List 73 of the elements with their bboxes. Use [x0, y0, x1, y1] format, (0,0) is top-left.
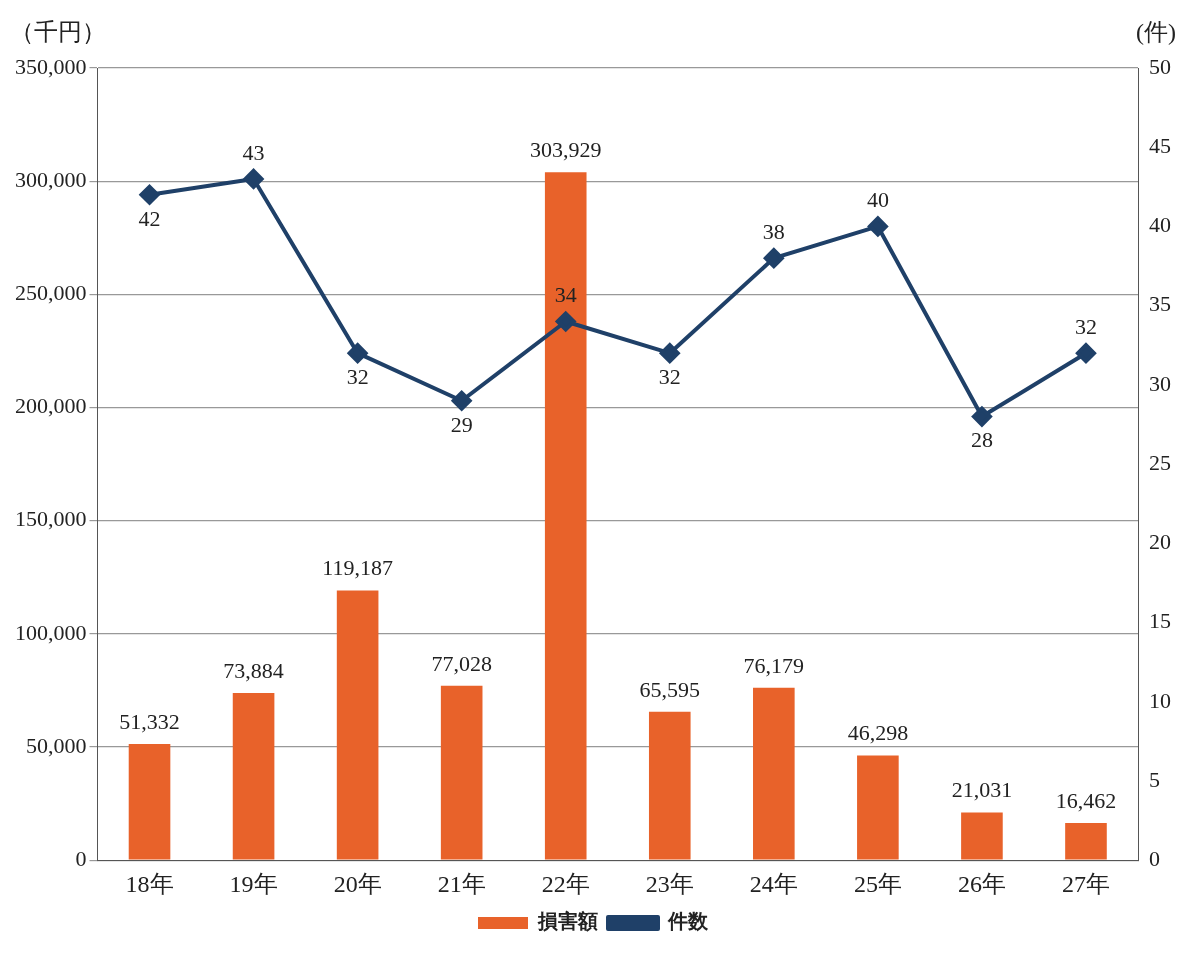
bar	[336, 590, 379, 860]
x-tick-label: 27年	[1061, 870, 1110, 897]
data-label: 32	[658, 363, 681, 389]
y-tick-label: 350,000	[15, 53, 87, 79]
x-tick-label: 22年	[541, 870, 590, 897]
point	[347, 343, 368, 364]
x-tick-label: 25年	[853, 870, 902, 897]
bar	[128, 744, 171, 860]
data-label: 42	[138, 205, 161, 231]
data-label: 119,187	[322, 555, 393, 581]
data-label: 21,031	[951, 777, 1013, 803]
data-label: 38	[762, 218, 785, 244]
y-tick-label: 150,000	[15, 506, 87, 532]
data-label: 303,929	[529, 137, 602, 163]
x-tick-label: 18年	[125, 870, 174, 897]
bar	[1065, 822, 1107, 860]
data-label: 40	[866, 187, 889, 213]
y2-tick-label: 5	[1149, 766, 1160, 792]
data-label: 76,179	[743, 652, 805, 678]
data-label: 32	[346, 363, 369, 389]
y-tick-label: 300,000	[15, 166, 87, 192]
y-tick-label: 50,000	[26, 732, 87, 758]
bar	[440, 685, 483, 860]
bar	[961, 812, 1003, 860]
y2-axis-title: (件)	[1136, 19, 1176, 46]
bar	[648, 711, 691, 860]
y2-tick-label: 20	[1149, 529, 1171, 555]
y2-tick-label: 15	[1149, 608, 1171, 634]
data-label: 51,332	[119, 708, 180, 734]
bar	[753, 687, 795, 860]
y-axis-title: （千円）	[10, 19, 106, 46]
y-tick-label: 250,000	[15, 280, 87, 306]
y2-tick-label: 35	[1149, 291, 1171, 317]
x-tick-label: 21年	[437, 870, 486, 897]
y2-tick-label: 30	[1149, 370, 1171, 396]
x-tick-label: 20年	[333, 870, 382, 897]
point	[243, 168, 264, 189]
point	[971, 406, 992, 427]
y-tick-label: 200,000	[15, 393, 87, 419]
y2-tick-label: 0	[1149, 845, 1160, 871]
y-tick-label: 100,000	[15, 619, 87, 645]
y2-tick-label: 50	[1149, 53, 1171, 79]
data-label: 77,028	[431, 650, 492, 676]
bar	[544, 172, 587, 860]
x-tick-label: 24年	[749, 870, 798, 897]
x-tick-label: 23年	[645, 870, 694, 897]
point	[1075, 343, 1096, 364]
data-label: 46,298	[847, 720, 909, 746]
legend-label: 損害額	[537, 909, 598, 934]
x-tick-label: 26年	[957, 870, 1006, 897]
point	[659, 343, 680, 364]
data-label: 43	[242, 139, 265, 165]
bar	[857, 755, 899, 860]
y2-tick-label: 45	[1149, 133, 1171, 158]
data-label: 65,595	[639, 676, 701, 702]
point	[763, 248, 784, 269]
x-tick-label: 19年	[229, 870, 278, 897]
y-tick-label: 0	[75, 845, 87, 871]
data-label: 28	[970, 427, 993, 453]
point	[867, 216, 888, 237]
legend-label: 件数	[667, 909, 709, 934]
data-label: 73,884	[223, 657, 284, 683]
data-label: 34	[554, 282, 577, 308]
y2-tick-label: 10	[1149, 687, 1171, 713]
point	[555, 311, 576, 332]
point	[451, 390, 472, 411]
data-label: 29	[450, 411, 473, 437]
data-label: 16,462	[1055, 787, 1117, 813]
data-label: 32	[1074, 313, 1097, 339]
point	[139, 184, 160, 205]
y2-tick-label: 25	[1149, 449, 1171, 475]
bar	[232, 692, 275, 860]
y2-tick-label: 40	[1149, 212, 1171, 238]
